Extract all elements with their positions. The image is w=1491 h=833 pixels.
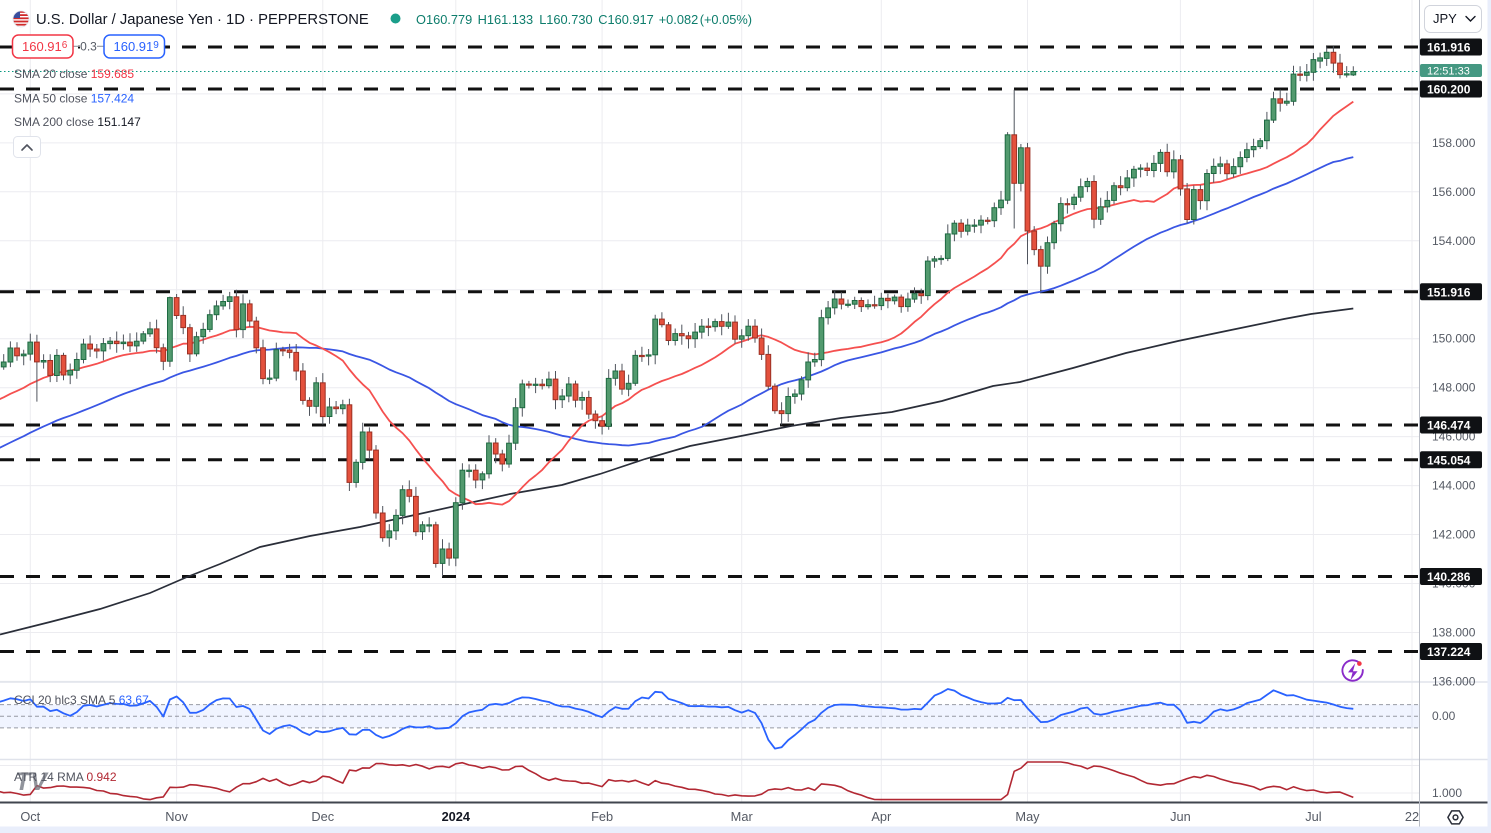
svg-text:161.916: 161.916: [1427, 41, 1471, 55]
svg-text:H161.133: H161.133: [478, 12, 533, 27]
svg-text:Feb: Feb: [591, 809, 613, 824]
svg-text:158.000: 158.000: [1432, 136, 1476, 150]
svg-text:+0.082: +0.082: [659, 12, 699, 27]
svg-text:145.054: 145.054: [1427, 453, 1471, 467]
svg-text:146.474: 146.474: [1427, 419, 1471, 433]
svg-text:0.00: 0.00: [1432, 709, 1456, 723]
svg-text:ATR 14 RMA 0.942: ATR 14 RMA 0.942: [14, 770, 117, 784]
svg-text:144.000: 144.000: [1432, 479, 1476, 493]
svg-text:U.S. Dollar / Japanese Yen · 1: U.S. Dollar / Japanese Yen · 1D · PEPPER…: [36, 12, 369, 28]
svg-text:SMA 200 close 151.147: SMA 200 close 151.147: [14, 115, 141, 129]
svg-text:156.000: 156.000: [1432, 185, 1476, 199]
svg-text:142.000: 142.000: [1432, 528, 1476, 542]
svg-text:137.224: 137.224: [1427, 645, 1471, 659]
svg-text:138.000: 138.000: [1432, 626, 1476, 640]
svg-text:136.000: 136.000: [1432, 674, 1476, 688]
svg-text:Dec: Dec: [311, 809, 334, 824]
svg-text:22: 22: [1405, 809, 1419, 824]
svg-text:CCI 20 hlc3 SMA 5 63.67: CCI 20 hlc3 SMA 5 63.67: [14, 693, 149, 707]
svg-text:Oct: Oct: [20, 809, 40, 824]
svg-text:12:51:33: 12:51:33: [1427, 66, 1470, 78]
svg-text:0.3: 0.3: [80, 40, 97, 54]
svg-text:Jul: Jul: [1305, 809, 1321, 824]
svg-text:C160.917: C160.917: [598, 12, 654, 27]
svg-text:Apr: Apr: [871, 809, 892, 824]
svg-text:JPY: JPY: [1433, 11, 1457, 26]
svg-text:148.000: 148.000: [1432, 381, 1476, 395]
svg-text:160.919: 160.919: [114, 39, 160, 54]
svg-text:SMA 20 close 159.685: SMA 20 close 159.685: [14, 67, 134, 81]
svg-text:TV: TV: [15, 768, 49, 796]
svg-text:160.916: 160.916: [22, 39, 68, 54]
svg-text:Mar: Mar: [731, 809, 754, 824]
svg-text:L160.730: L160.730: [539, 12, 592, 27]
svg-text:(+0.05%): (+0.05%): [700, 12, 752, 27]
svg-text:151.916: 151.916: [1427, 285, 1471, 299]
svg-text:O160.779: O160.779: [416, 12, 472, 27]
svg-text:1.000: 1.000: [1432, 786, 1462, 800]
svg-text:154.000: 154.000: [1432, 234, 1476, 248]
svg-text:2024: 2024: [442, 809, 471, 824]
svg-text:Nov: Nov: [165, 809, 188, 824]
svg-text:Jun: Jun: [1170, 809, 1191, 824]
svg-text:SMA 50 close 157.424: SMA 50 close 157.424: [14, 92, 134, 106]
svg-text:140.286: 140.286: [1427, 570, 1471, 584]
svg-text:160.200: 160.200: [1427, 83, 1471, 97]
svg-text:150.000: 150.000: [1432, 332, 1476, 346]
svg-text:May: May: [1015, 809, 1040, 824]
